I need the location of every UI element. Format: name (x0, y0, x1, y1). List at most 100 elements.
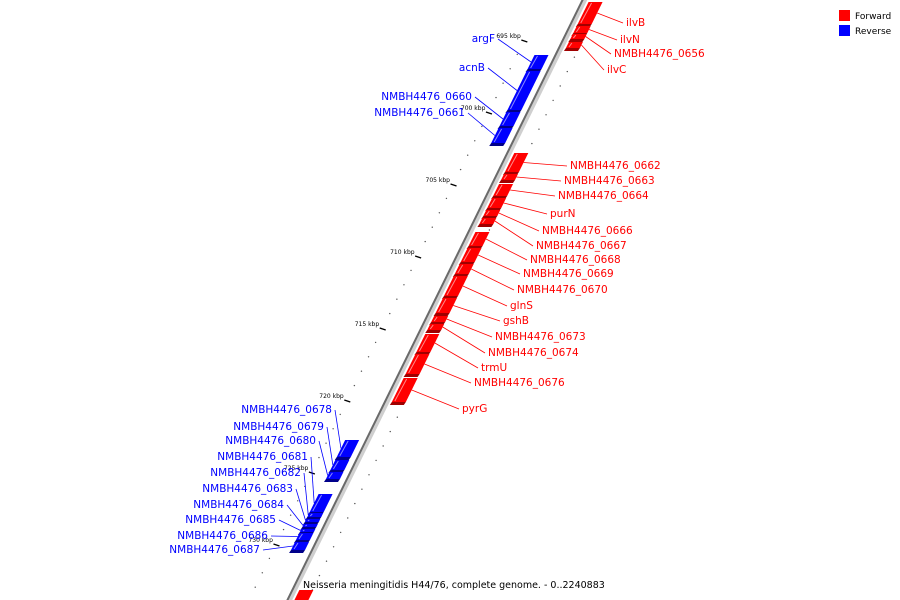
gene-label-NMBH4476_0663[interactable]: NMBH4476_0663 (564, 175, 655, 187)
gene-label-trmU[interactable]: trmU (481, 362, 507, 374)
gene-leader-line (334, 409, 342, 449)
gene-block-NMBH4476_0676 (405, 354, 430, 374)
gene-leader-line (581, 44, 605, 71)
gene-block-NMBH4476_0668 (468, 232, 490, 246)
scale-dot (396, 416, 399, 418)
gene-label-NMBH4476_0674[interactable]: NMBH4476_0674 (488, 347, 579, 359)
gene-block-highlight (305, 524, 308, 527)
gene-label-ilvC[interactable]: ilvC (607, 64, 626, 76)
gene-label-NMBH4476_0680[interactable]: NMBH4476_0680 (225, 435, 316, 447)
kb-minor-tick (289, 514, 292, 516)
gene-leader-line (485, 238, 528, 261)
gene-block-NMBH4476_0673 (431, 316, 449, 322)
gene-block-NMBH4476_0656 (570, 34, 587, 39)
scale-dot (382, 445, 384, 447)
gene-block-shade (289, 550, 306, 553)
kb-tick-label: 695 kbp (496, 33, 521, 40)
gene-label-NMBH4476_0667[interactable]: NMBH4476_0667 (536, 240, 627, 252)
gene-block-highlight (471, 232, 479, 246)
genome-title: Neisseria meningitidis H44/76, complete … (303, 580, 605, 591)
gene-block-acnB (507, 71, 541, 110)
gene-label-glnS[interactable]: glnS (510, 300, 533, 312)
gene-block-highlight (332, 460, 339, 470)
kb-minor-tick (339, 413, 341, 416)
gene-leader-line (494, 220, 534, 247)
gene-label-NMBH4476_0678[interactable]: NMBH4476_0678 (241, 404, 332, 416)
gene-label-NMBH4476_0676[interactable]: NMBH4476_0676 (474, 377, 565, 389)
gene-block-highlight (507, 153, 518, 172)
gene-label-ilvN[interactable]: ilvN (620, 34, 640, 46)
kb-tick-label: 725 kbp (284, 465, 309, 472)
gene-labels: ilvB ilvN NMBH4476_0656 ilvC argF acnB NMBH447… (169, 12, 705, 556)
gene-label-NMBH4476_0679[interactable]: NMBH4476_0679 (233, 421, 324, 433)
gene-label-NMBH4476_0668[interactable]: NMBH4476_0668 (530, 254, 621, 266)
gene-label-NMBH4476_0685[interactable]: NMBH4476_0685 (185, 514, 276, 526)
gene-leader-line (446, 318, 493, 338)
legend-label-reverse: Reverse (855, 27, 892, 37)
gene-label-NMBH4476_0661[interactable]: NMBH4476_0661 (374, 107, 465, 119)
gene-block-highlight (394, 378, 408, 402)
scale-dot (488, 229, 491, 231)
gene-label-NMBH4476_0666[interactable]: NMBH4476_0666 (542, 225, 633, 237)
gene-label-argF[interactable]: argF (472, 33, 495, 45)
gene-label-NMBH4476_0664[interactable]: NMBH4476_0664 (558, 190, 649, 202)
gene-label-NMBH4476_0682[interactable]: NMBH4476_0682 (210, 467, 301, 479)
gene-block-highlight (307, 519, 310, 522)
kb-minor-tick (332, 428, 334, 430)
gene-block-highlight (530, 55, 538, 69)
gene-block-NMBH4476_0670 (454, 264, 474, 274)
gene-label-acnB[interactable]: acnB (459, 62, 485, 74)
gene-label-NMBH4476_0687[interactable]: NMBH4476_0687 (169, 544, 260, 556)
backbone-line (286, 0, 584, 600)
gene-block-NMBH4476_0684 (302, 524, 318, 527)
kb-tick-mark (273, 543, 280, 547)
gene-block-highlight (438, 298, 447, 313)
kb-minor-tick (466, 154, 469, 156)
kb-minor-tick (282, 528, 285, 531)
gene-label-NMBH4476_0686[interactable]: NMBH4476_0686 (177, 530, 268, 542)
gene-block-shade (433, 313, 450, 316)
gene-leader-line (424, 363, 472, 384)
gene-label-NMBH4476_0662[interactable]: NMBH4476_0662 (570, 160, 661, 172)
kb-tick-label: 720 kbp (319, 393, 344, 400)
scale-dot (347, 517, 349, 519)
gene-label-NMBH4476_0683[interactable]: NMBH4476_0683 (202, 483, 293, 495)
scale-dot (325, 560, 328, 562)
gene-label-NMBH4476_0670[interactable]: NMBH4476_0670 (517, 284, 608, 296)
gene-leader-line (310, 456, 315, 504)
kb-minor-tick (389, 312, 391, 315)
gene-label-ilvB[interactable]: ilvB (626, 17, 645, 29)
gene-label-NMBH4476_0673[interactable]: NMBH4476_0673 (495, 331, 586, 343)
gene-block-highlight (502, 112, 510, 126)
gene-leader-line (487, 67, 518, 91)
gene-block-highlight (309, 513, 313, 517)
gene-block-shade (334, 457, 351, 460)
scale-dot (368, 474, 370, 476)
gene-label-NMBH4476_0660[interactable]: NMBH4476_0660 (381, 91, 472, 103)
kb-minor-tick (410, 269, 412, 272)
gene-block-gshB (435, 298, 457, 313)
gene-label-NMBH4476_0656[interactable]: NMBH4476_0656 (614, 48, 705, 60)
gene-label-gshB[interactable]: gshB (503, 315, 529, 327)
gene-block-NMBH4476_0674 (427, 324, 445, 330)
kb-minor-tick (268, 557, 271, 560)
kb-tick-mark (344, 399, 351, 403)
kb-minor-tick (424, 240, 426, 243)
gene-block-highlight (293, 542, 299, 550)
gene-label-pyrG[interactable]: pyrG (462, 403, 487, 415)
gene-block-shade (568, 39, 585, 42)
gene-features (289, 2, 603, 600)
scale-dot (318, 574, 321, 577)
kb-minor-tick (438, 212, 441, 214)
gene-label-NMBH4476_0669[interactable]: NMBH4476_0669 (523, 268, 614, 280)
gene-block-NMBH4476_0667 (479, 218, 497, 224)
gene-label-purN[interactable]: purN (550, 208, 576, 220)
gene-block-NMBH4476_0680 (325, 472, 344, 479)
gene-label-NMBH4476_0681[interactable]: NMBH4476_0681 (217, 451, 308, 463)
gene-leader-line (434, 342, 479, 369)
kb-minor-tick (254, 586, 256, 588)
gene-block-ilvB (577, 2, 603, 24)
gene-block-highlight (339, 440, 349, 457)
gene-label-NMBH4476_0684[interactable]: NMBH4476_0684 (193, 499, 284, 511)
